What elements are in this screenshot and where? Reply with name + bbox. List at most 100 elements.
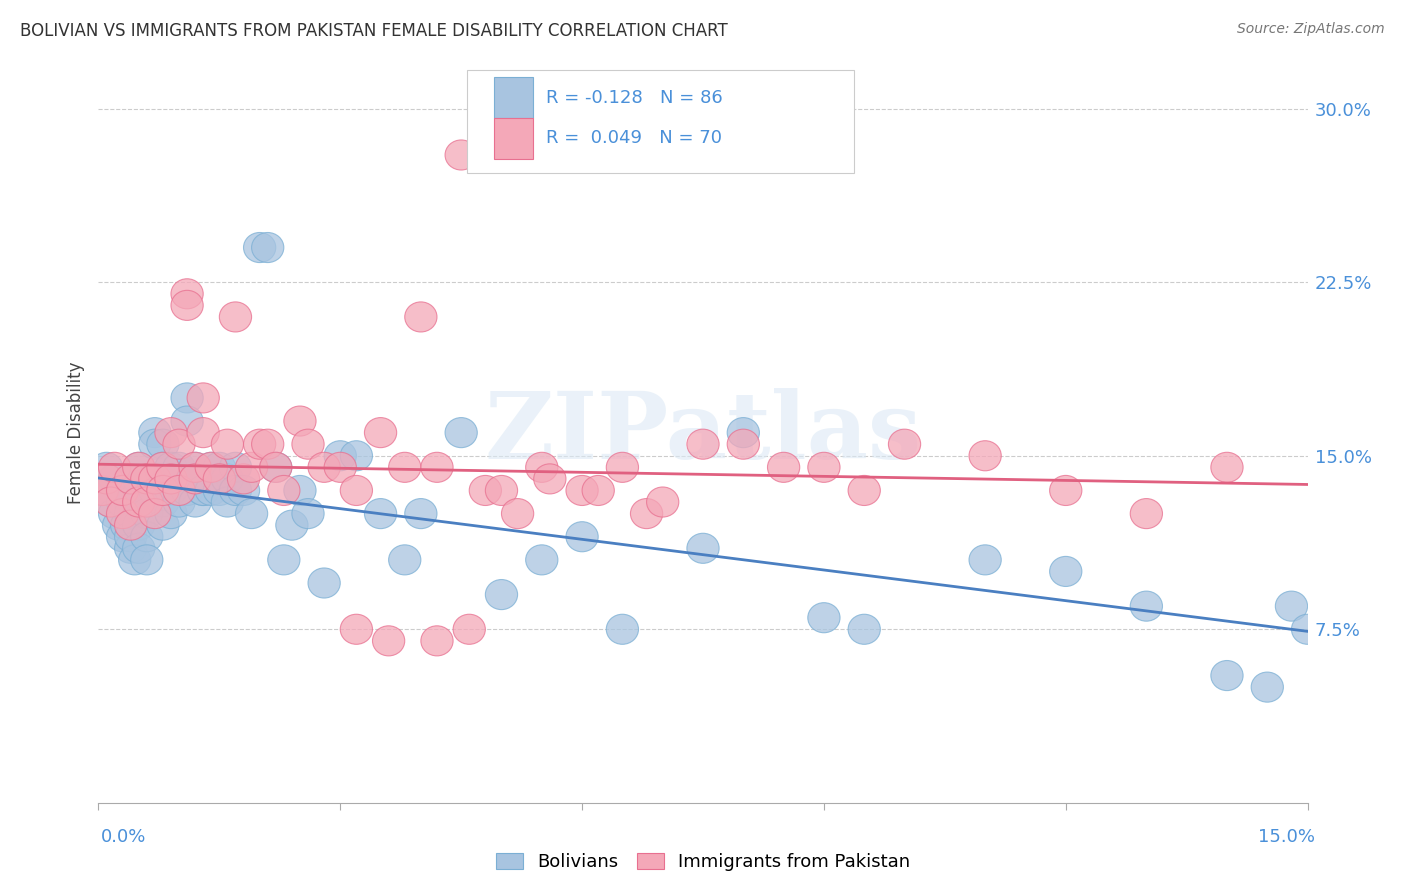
Ellipse shape — [276, 510, 308, 541]
Ellipse shape — [122, 487, 155, 517]
Ellipse shape — [526, 545, 558, 575]
Text: 0.0%: 0.0% — [101, 828, 146, 846]
Ellipse shape — [446, 417, 477, 448]
Ellipse shape — [107, 487, 139, 517]
Ellipse shape — [122, 464, 155, 494]
Ellipse shape — [163, 475, 195, 506]
Ellipse shape — [260, 452, 292, 483]
Ellipse shape — [163, 452, 195, 483]
Ellipse shape — [308, 568, 340, 598]
Ellipse shape — [470, 475, 502, 506]
Ellipse shape — [131, 545, 163, 575]
Ellipse shape — [122, 487, 155, 517]
Ellipse shape — [107, 522, 139, 552]
Ellipse shape — [405, 499, 437, 529]
Ellipse shape — [405, 301, 437, 332]
Ellipse shape — [211, 487, 243, 517]
Ellipse shape — [453, 615, 485, 644]
Ellipse shape — [340, 475, 373, 506]
Ellipse shape — [364, 499, 396, 529]
Ellipse shape — [1130, 591, 1163, 621]
Ellipse shape — [114, 464, 146, 494]
Ellipse shape — [131, 499, 163, 529]
Ellipse shape — [195, 475, 228, 506]
Ellipse shape — [808, 452, 839, 483]
Ellipse shape — [567, 475, 598, 506]
Ellipse shape — [219, 475, 252, 506]
Ellipse shape — [139, 475, 172, 506]
Ellipse shape — [388, 452, 420, 483]
Text: BOLIVIAN VS IMMIGRANTS FROM PAKISTAN FEMALE DISABILITY CORRELATION CHART: BOLIVIAN VS IMMIGRANTS FROM PAKISTAN FEM… — [20, 22, 727, 40]
Ellipse shape — [420, 452, 453, 483]
Ellipse shape — [252, 233, 284, 262]
Ellipse shape — [446, 140, 477, 170]
Text: Source: ZipAtlas.com: Source: ZipAtlas.com — [1237, 22, 1385, 37]
Ellipse shape — [235, 452, 267, 483]
Ellipse shape — [243, 429, 276, 459]
Ellipse shape — [146, 429, 179, 459]
Ellipse shape — [195, 452, 228, 483]
Ellipse shape — [179, 464, 211, 494]
Ellipse shape — [179, 487, 211, 517]
Ellipse shape — [1050, 475, 1081, 506]
Ellipse shape — [889, 429, 921, 459]
Ellipse shape — [114, 499, 146, 529]
Ellipse shape — [485, 580, 517, 609]
Ellipse shape — [146, 452, 179, 483]
Text: R =  0.049   N = 70: R = 0.049 N = 70 — [546, 129, 721, 147]
Text: 15.0%: 15.0% — [1257, 828, 1315, 846]
Ellipse shape — [195, 452, 228, 483]
Ellipse shape — [848, 475, 880, 506]
Ellipse shape — [163, 464, 195, 494]
Ellipse shape — [340, 441, 373, 471]
Ellipse shape — [146, 487, 179, 517]
Ellipse shape — [1275, 591, 1308, 621]
Ellipse shape — [364, 417, 396, 448]
Ellipse shape — [420, 626, 453, 656]
Ellipse shape — [94, 487, 127, 517]
Ellipse shape — [111, 510, 143, 541]
Ellipse shape — [98, 464, 131, 494]
Ellipse shape — [146, 452, 179, 483]
Ellipse shape — [155, 475, 187, 506]
FancyBboxPatch shape — [494, 78, 533, 118]
Ellipse shape — [727, 417, 759, 448]
Ellipse shape — [219, 301, 252, 332]
Ellipse shape — [187, 383, 219, 413]
Ellipse shape — [211, 464, 243, 494]
Ellipse shape — [163, 487, 195, 517]
Ellipse shape — [139, 417, 172, 448]
Ellipse shape — [155, 475, 187, 506]
Ellipse shape — [103, 510, 135, 541]
Ellipse shape — [179, 464, 211, 494]
Ellipse shape — [107, 499, 139, 529]
Ellipse shape — [86, 475, 118, 506]
Ellipse shape — [146, 475, 179, 506]
Ellipse shape — [219, 452, 252, 483]
Ellipse shape — [179, 452, 211, 483]
Ellipse shape — [267, 545, 299, 575]
Ellipse shape — [808, 603, 839, 632]
Ellipse shape — [267, 475, 299, 506]
Ellipse shape — [131, 475, 163, 506]
Ellipse shape — [534, 464, 567, 494]
Ellipse shape — [848, 615, 880, 644]
Ellipse shape — [90, 464, 122, 494]
Ellipse shape — [260, 452, 292, 483]
Ellipse shape — [131, 522, 163, 552]
Ellipse shape — [163, 429, 195, 459]
Ellipse shape — [187, 417, 219, 448]
Ellipse shape — [139, 499, 172, 529]
Ellipse shape — [969, 545, 1001, 575]
Ellipse shape — [1211, 660, 1243, 690]
Ellipse shape — [172, 406, 204, 436]
Ellipse shape — [1050, 557, 1081, 586]
Ellipse shape — [1292, 615, 1323, 644]
Ellipse shape — [1211, 452, 1243, 483]
Ellipse shape — [284, 406, 316, 436]
Ellipse shape — [768, 452, 800, 483]
Ellipse shape — [485, 475, 517, 506]
Ellipse shape — [155, 499, 187, 529]
Ellipse shape — [107, 475, 139, 506]
Ellipse shape — [292, 499, 325, 529]
